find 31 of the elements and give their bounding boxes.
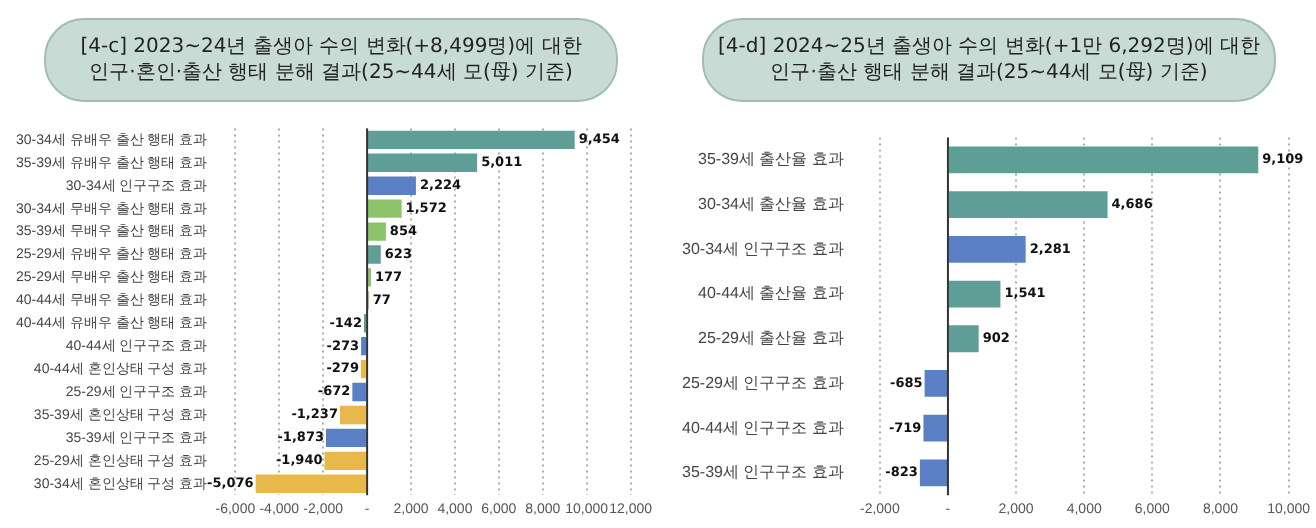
bar [255,474,367,493]
bar [948,325,979,353]
y-tick-label: 30-34세 인구구조 효과 [682,239,844,258]
bar [367,153,478,172]
bar [919,459,948,487]
bar [948,191,1108,219]
bar [948,280,1001,308]
bar [361,337,367,356]
bar [367,176,416,195]
bar [367,199,402,218]
bar [924,370,948,397]
bar [352,382,367,402]
y-tick-label: 35-39세 출산율 효과 [698,150,844,169]
bar [367,130,575,150]
chart-title: [4-d] 2024~25년 출생아 수의 변화(+1만 6,292명)에 대한 인구·출산 행태 분해 결과(25~44세 모(母) 기준) [702,18,1276,102]
bar [367,222,386,241]
bar [360,359,367,379]
bar [948,235,1026,263]
y-tick-label: 40-44세 인구구조 효과 [682,418,844,437]
y-tick-label: 40-44세 출산율 효과 [698,284,844,303]
bar [367,245,381,264]
y-tick-label: 25-29세 출산율 효과 [698,329,844,348]
bar [325,428,367,448]
y-tick-label: 30-34세 출산율 효과 [698,195,844,214]
bar [923,414,948,442]
y-tick-label: 25-29세 인구구조 효과 [682,373,844,392]
bar [324,451,367,470]
chart-title: [4-c] 2023~24년 출생아 수의 변화(+8,499명)에 대한 인구·혼인·출산 행태 분해 결과(25~44세 모(母) 기준) [44,18,618,102]
bar [948,146,1259,174]
y-tick-label: 35-39세 인구구조 효과 [682,463,844,482]
bar [339,405,367,425]
